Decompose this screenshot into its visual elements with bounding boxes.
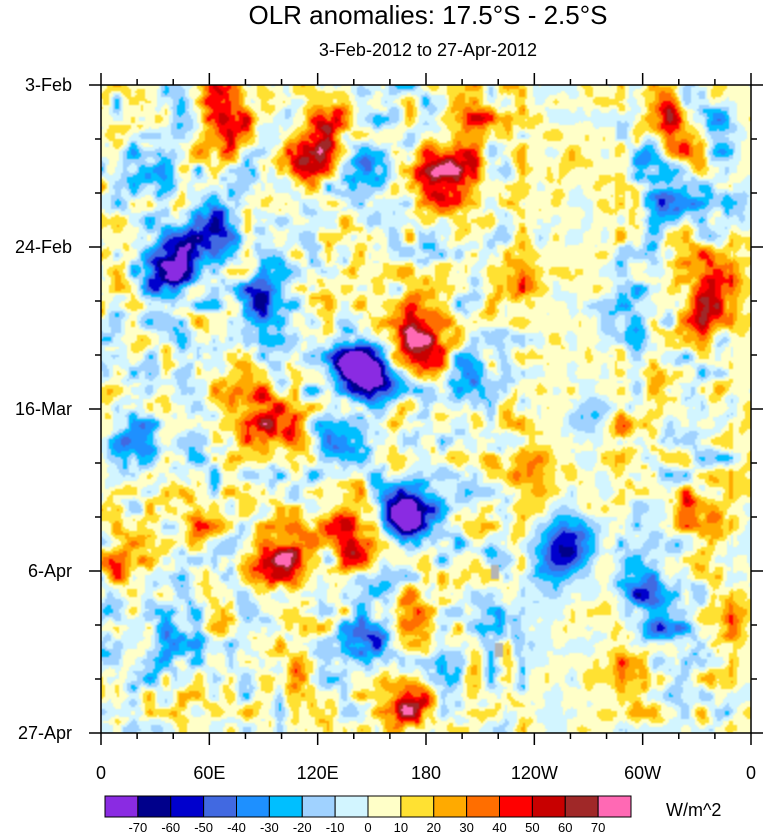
colorbar-level-label: -20 (293, 820, 312, 834)
y-tick-label: 27-Apr (18, 723, 72, 743)
colorbar-swatch (367, 795, 402, 818)
colorbar-swatch (597, 795, 632, 818)
anomaly-field-image (101, 85, 751, 733)
colorbar-level-label: 40 (492, 820, 506, 834)
colorbar-swatch (499, 795, 533, 818)
colorbar-level-label: -30 (260, 820, 279, 834)
x-tick-label: 120E (297, 763, 339, 783)
colorbar-level-label: -10 (326, 820, 345, 834)
colorbar-level-label: -70 (128, 820, 147, 834)
x-axis: 0 60E 120E 180 120W 60W 0 (96, 73, 756, 783)
colorbar-swatch (466, 795, 500, 818)
y-tick-label: 3-Feb (25, 75, 72, 95)
colorbar-level-label: -40 (227, 820, 246, 834)
colorbar-swatch (334, 795, 369, 818)
colorbar-units: W/m^2 (666, 800, 721, 820)
colorbar-swatch (301, 795, 336, 818)
colorbar-level-label: 60 (558, 820, 572, 834)
colorbar-level-label: 20 (427, 820, 441, 834)
colorbar-level-label: 70 (591, 820, 605, 834)
y-tick-label: 6-Apr (28, 561, 72, 581)
x-tick-label: 180 (411, 763, 441, 783)
colorbar-swatch (531, 795, 566, 818)
colorbar-swatch (400, 795, 435, 818)
x-tick-label: 120W (511, 763, 558, 783)
colorbar-swatch (170, 795, 205, 818)
colorbar-swatch (236, 795, 270, 818)
x-tick-label: 60E (193, 763, 225, 783)
y-tick-label: 16-Mar (15, 399, 72, 419)
y-tick-label: 24-Feb (15, 237, 72, 257)
colorbar-level-label: -60 (161, 820, 180, 834)
anomaly-field (101, 85, 751, 733)
colorbar-level-label: -50 (194, 820, 213, 834)
colorbar-level-label: 10 (394, 820, 408, 834)
y-axis: 3-Feb 24-Feb 16-Mar 6-Apr 27-Apr (15, 75, 763, 743)
colorbar-level-label: 50 (525, 820, 539, 834)
chart-subtitle: 3-Feb-2012 to 27-Apr-2012 (318, 40, 538, 60)
x-tick-label: 0 (746, 763, 756, 783)
colorbar-swatch (268, 795, 303, 818)
x-tick-label: 0 (96, 763, 106, 783)
colorbar-level-label: 30 (459, 820, 473, 834)
colorbar-swatch (433, 795, 468, 818)
colorbar-swatch (203, 795, 237, 818)
colorbar-swatch (104, 795, 139, 818)
x-tick-label: 60W (624, 763, 661, 783)
chart-title: OLR anomalies: 17.5°S - 2.5°S (248, 0, 608, 30)
colorbar-swatch (564, 795, 599, 818)
colorbar: -70 -60 -50 -40 -30 -20 -10 0 10 20 30 40 50 60 70 (104, 795, 632, 834)
colorbar-swatch (137, 795, 172, 818)
colorbar-level-label: 0 (364, 820, 371, 834)
